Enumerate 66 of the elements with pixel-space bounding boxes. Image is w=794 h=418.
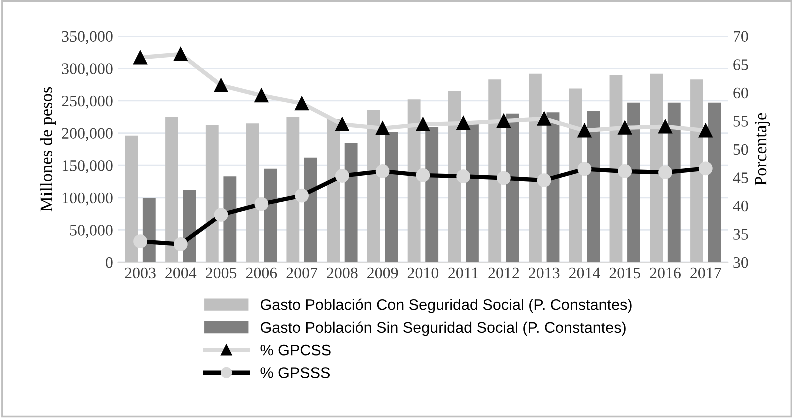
bar xyxy=(408,100,421,263)
y2-tick-label: 40 xyxy=(733,200,748,212)
x-tick-label: 2009 xyxy=(368,268,398,279)
bar xyxy=(610,75,623,263)
y2-tick-label: 60 xyxy=(734,88,748,99)
bar xyxy=(344,142,358,263)
bar xyxy=(166,117,178,263)
y-tick-label: 300,000 xyxy=(62,64,113,77)
y-axis-title: Millones de pesos xyxy=(40,87,56,212)
bar xyxy=(206,126,219,263)
bar xyxy=(426,127,439,263)
bar xyxy=(466,122,479,263)
x-tick-label: 2013 xyxy=(529,268,560,279)
x-tick-label: 2005 xyxy=(206,268,237,279)
bar xyxy=(628,102,640,263)
x-tick-label: 2003 xyxy=(125,268,156,279)
bar xyxy=(367,110,380,263)
bar xyxy=(488,80,502,263)
y2-tick-label: 45 xyxy=(733,172,748,184)
bar xyxy=(569,88,582,263)
bar xyxy=(142,198,156,263)
y-tick-label: 150,000 xyxy=(62,160,113,174)
y2-tick-label: 35 xyxy=(734,229,748,240)
legend-label: % GPCSS xyxy=(260,344,331,356)
x-tick-label: 2017 xyxy=(690,268,722,279)
y-tick-label: 250,000 xyxy=(62,96,113,109)
bar xyxy=(286,117,300,263)
y2-tick-label: 70 xyxy=(734,31,748,42)
y-tick-label: 100,000 xyxy=(62,192,113,206)
y2-tick-label: 50 xyxy=(734,144,748,156)
y2-axis-title: Porcentaje xyxy=(755,113,770,186)
x-tick-label: 2010 xyxy=(408,268,439,279)
x-tick-label: 2011 xyxy=(448,268,478,279)
bar xyxy=(668,102,681,263)
legend-label: % GPSSS xyxy=(260,368,330,378)
bar xyxy=(448,91,462,263)
y2-tick-label: 65 xyxy=(734,60,748,70)
x-tick-label: 2008 xyxy=(327,268,358,279)
bar xyxy=(506,114,520,263)
x-tick-label: 2006 xyxy=(246,268,278,279)
bar xyxy=(327,119,340,263)
bar xyxy=(529,74,542,263)
y-tick-label: 350,000 xyxy=(62,31,113,44)
legend-label: Gasto Población Sin Seguridad Social (P. Constantes) xyxy=(261,322,626,336)
x-tick-label: 2012 xyxy=(488,268,520,279)
bar xyxy=(264,168,278,263)
bar xyxy=(125,136,138,263)
bar xyxy=(385,132,398,263)
y-tick-label: 0 xyxy=(106,257,113,268)
bar xyxy=(708,102,722,263)
x-tick-label: 2004 xyxy=(166,268,197,279)
bar xyxy=(587,111,600,263)
x-tick-label: 2014 xyxy=(569,268,600,279)
y2-tick-label: 55 xyxy=(734,116,748,127)
y-tick-label: 50,000 xyxy=(70,225,113,238)
y2-tick-label: 30 xyxy=(734,257,748,268)
x-tick-label: 2015 xyxy=(610,268,640,279)
legend-label: Gasto Población Con Seguridad Social (P. Constantes) xyxy=(261,298,632,314)
bar xyxy=(690,80,704,263)
bar xyxy=(304,158,318,263)
bar xyxy=(224,176,237,263)
x-tick-label: 2007 xyxy=(286,268,318,279)
bar xyxy=(650,74,664,263)
bar xyxy=(246,124,260,263)
x-tick-label: 2016 xyxy=(650,268,681,279)
y-tick-label: 200,000 xyxy=(62,128,113,142)
